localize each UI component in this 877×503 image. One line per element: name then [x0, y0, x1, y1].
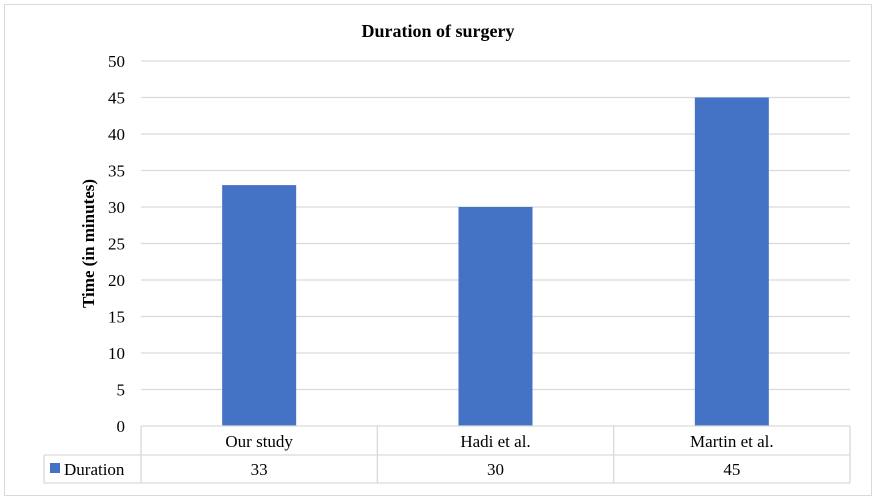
series-name-label: Duration — [64, 460, 125, 479]
category-label: Our study — [225, 432, 293, 451]
bars — [222, 97, 769, 426]
category-label: Hadi et al. — [460, 432, 530, 451]
y-tick-label: 30 — [108, 198, 125, 217]
table-value: 30 — [487, 460, 504, 479]
y-tick-label: 5 — [117, 381, 126, 400]
table-value: 45 — [723, 460, 740, 479]
y-tick-label: 50 — [108, 52, 125, 71]
bar-hadi-et-al — [458, 207, 533, 426]
y-axis-ticks: 0 5 10 15 20 25 30 35 40 45 50 — [108, 52, 125, 436]
bar-our-study — [222, 185, 297, 426]
y-tick-label: 45 — [108, 89, 125, 108]
legend-key-duration — [50, 463, 60, 473]
y-tick-label: 15 — [108, 308, 125, 327]
y-tick-label: 10 — [108, 344, 125, 363]
bar-martin-et-al — [694, 97, 769, 426]
data-table: Our study 33 Hadi et al. 30 Martin et al. 45 D… — [43, 425, 851, 484]
y-tick-label: 20 — [108, 271, 125, 290]
category-label: Martin et al. — [690, 432, 774, 451]
y-tick-label: 40 — [108, 125, 125, 144]
y-tick-label: 25 — [108, 235, 125, 254]
chart-title: Duration of surgery — [362, 21, 515, 41]
y-tick-label: 0 — [117, 417, 126, 436]
table-value: 33 — [251, 460, 268, 479]
y-axis-label: Time (in minutes) — [79, 179, 98, 308]
y-tick-label: 35 — [108, 162, 125, 181]
